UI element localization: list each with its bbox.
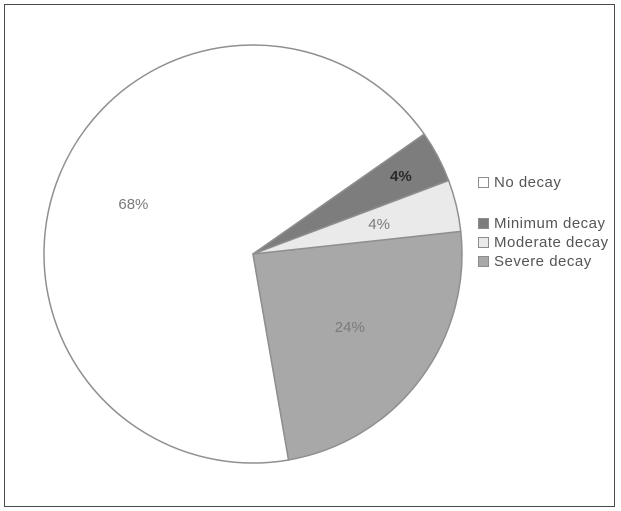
legend-swatch xyxy=(478,237,489,248)
slice-label-no-decay: 68% xyxy=(118,196,148,213)
chart-frame: 68% 24% 4% 4% No decay Minimum decay Modera… xyxy=(4,4,615,507)
legend-label: Minimum decay xyxy=(494,215,606,232)
pie-slice-no-decay xyxy=(43,44,426,464)
slice-label-moderate-decay: 4% xyxy=(368,216,390,233)
legend-item-severe-decay: Severe decay xyxy=(478,252,610,271)
legend-label: No decay xyxy=(494,174,562,191)
legend-item-minimum-decay: Minimum decay xyxy=(478,214,610,233)
pie-chart: 68% 24% 4% 4% xyxy=(43,44,463,464)
legend-swatch xyxy=(478,218,489,229)
pie-labels: 68% 24% 4% 4% xyxy=(118,168,411,336)
slice-label-severe-decay: 24% xyxy=(335,319,365,336)
legend-label: Moderate decay xyxy=(494,234,609,251)
pie-slices xyxy=(43,44,463,464)
legend-label: Severe decay xyxy=(494,253,592,270)
pie-slice-severe-decay xyxy=(252,230,463,461)
legend-swatch xyxy=(478,256,489,267)
legend-item-no-decay: No decay xyxy=(478,173,610,192)
legend-item-moderate-decay: Moderate decay xyxy=(478,233,610,252)
pie-slice-minimum-decay xyxy=(252,133,450,255)
legend-swatch xyxy=(478,177,489,188)
slice-label-minimum-decay: 4% xyxy=(390,168,412,185)
legend: No decay Minimum decay Moderate decay Se… xyxy=(478,173,610,271)
